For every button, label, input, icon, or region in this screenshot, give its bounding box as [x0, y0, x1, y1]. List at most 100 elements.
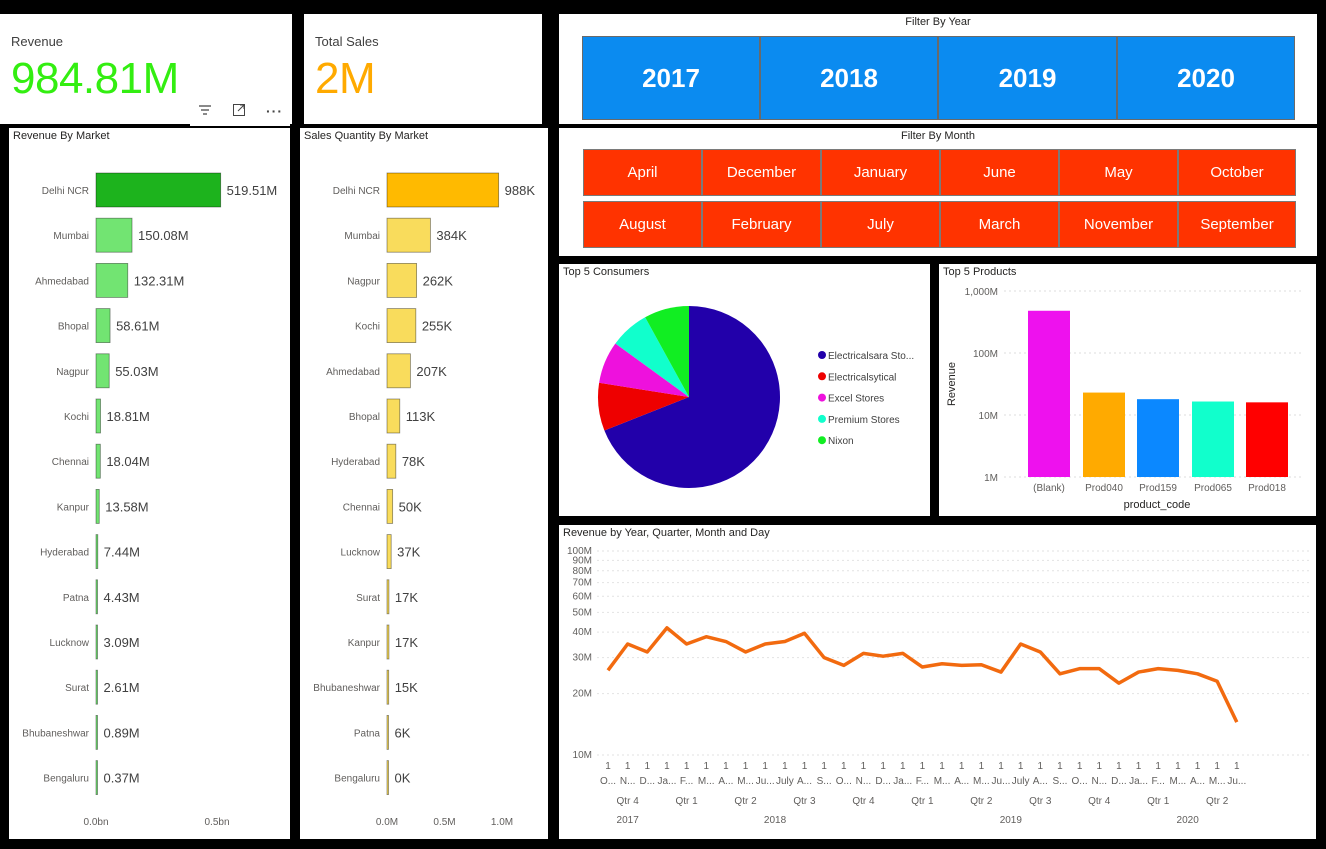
day-tick-label: 1: [1096, 761, 1102, 772]
y-tick-label: 40M: [573, 627, 592, 638]
bar: [95, 760, 98, 795]
month-tick-label: M...: [1209, 776, 1226, 787]
bar-category-label: Ahmedabad: [35, 276, 89, 287]
total-sales-label: Total Sales: [315, 34, 379, 49]
y-tick-label: 20M: [573, 689, 592, 700]
focus-mode-icon[interactable]: [232, 103, 246, 120]
bar-category-label: Nagpur: [347, 276, 380, 287]
month-tick-label: D...: [875, 776, 891, 787]
bar-data-label: 0K: [395, 771, 411, 786]
quarter-tick-label: Qtr 1: [911, 796, 934, 807]
top5-products-panel[interactable]: Top 5 Products 1M 10M 100M 1,000M (Blank) Pro…: [939, 264, 1316, 516]
bar-data-label: 18.04M: [106, 454, 149, 469]
y-axis-title: Revenue: [946, 362, 958, 406]
bar-data-label: 988K: [505, 183, 536, 198]
bar: [386, 760, 389, 795]
month-button-april[interactable]: April: [583, 149, 702, 196]
legend-label: Premium Stores: [828, 415, 900, 426]
bar-category-label: Lucknow: [50, 638, 90, 649]
bar: [95, 308, 111, 344]
legend-label: Electricalsara Sto...: [828, 351, 914, 362]
day-tick-label: 1: [979, 761, 985, 772]
bar-category-label: Nagpur: [56, 367, 89, 378]
bar: [95, 579, 98, 615]
month-button-january[interactable]: January: [821, 149, 940, 196]
day-tick-label: 1: [1018, 761, 1024, 772]
day-tick-label: 1: [703, 761, 709, 772]
x-tick-label: Prod159: [1139, 483, 1177, 494]
bar: [386, 488, 394, 524]
month-tick-label: M...: [973, 776, 990, 787]
filter-by-year-title: Filter By Year: [905, 16, 971, 28]
year-button-2018[interactable]: 2018: [760, 36, 938, 120]
month-tick-label: N...: [620, 776, 636, 787]
y-tick-label: 100M: [567, 546, 592, 557]
bar-category-label: Bhubaneshwar: [313, 683, 380, 694]
month-tick-label: M...: [698, 776, 715, 787]
bar-data-label: 18.81M: [107, 409, 150, 424]
bar-data-label: 132.31M: [134, 273, 185, 288]
bar-category-label: Chennai: [52, 457, 89, 468]
month-button-july[interactable]: July: [821, 201, 940, 248]
revenue-label: Revenue: [11, 34, 64, 49]
bar-category-label: Kochi: [355, 322, 380, 333]
x-axis-title: product_code: [1124, 499, 1191, 511]
pie-slice-electricalsytical: [598, 382, 689, 431]
bar-data-label: 150.08M: [138, 228, 189, 243]
bar-data-label: 262K: [423, 273, 454, 288]
bar: [386, 534, 392, 570]
sales-quantity-by-market-panel[interactable]: Sales Quantity By Market Delhi NCR 988K Mu…: [300, 128, 548, 839]
month-button-september[interactable]: September: [1178, 201, 1296, 248]
bar-category-label: Delhi NCR: [333, 186, 380, 197]
year-button-2017[interactable]: 2017: [582, 36, 760, 120]
day-tick-label: 1: [684, 761, 690, 772]
top5-products-title: Top 5 Products: [943, 266, 1017, 278]
revenue-by-period-panel[interactable]: Revenue by Year, Quarter, Month and Day …: [559, 525, 1316, 839]
year-button-2019[interactable]: 2019: [938, 36, 1117, 120]
month-button-february[interactable]: February: [702, 201, 821, 248]
month-tick-label: O...: [600, 776, 616, 787]
filter-icon[interactable]: [198, 103, 212, 120]
quarter-tick-label: Qtr 3: [793, 796, 816, 807]
legend-label: Electricalsytical: [828, 372, 896, 383]
month-tick-label: A...: [1033, 776, 1048, 787]
top5-consumers-panel[interactable]: Top 5 Consumers Electricalsara Sto... Ele…: [559, 264, 930, 516]
month-button-may[interactable]: May: [1059, 149, 1178, 196]
month-button-november[interactable]: November: [1059, 201, 1178, 248]
bar-category-label: Bengaluru: [43, 774, 89, 785]
bar: [386, 443, 397, 479]
year-button-2020[interactable]: 2020: [1117, 36, 1295, 120]
day-tick-label: 1: [1175, 761, 1181, 772]
bar: [95, 624, 98, 660]
bar-data-label: 0.37M: [104, 771, 140, 786]
month-button-december[interactable]: December: [702, 149, 821, 196]
month-tick-label: F...: [916, 776, 929, 787]
revenue-by-market-panel[interactable]: Revenue By Market Delhi NCR 519.51M Mumbai…: [9, 128, 290, 839]
revenue-card[interactable]: Revenue 984.81M: [0, 14, 292, 124]
month-tick-label: Ja...: [893, 776, 912, 787]
day-tick-label: 1: [1057, 761, 1063, 772]
day-tick-label: 1: [900, 761, 906, 772]
month-button-august[interactable]: August: [583, 201, 702, 248]
month-tick-label: S...: [817, 776, 832, 787]
top5-consumers-chart: Electricalsara Sto... Electricalsytical Ex…: [598, 306, 914, 488]
month-tick-label: Ja...: [657, 776, 676, 787]
bar-category-label: Mumbai: [53, 231, 89, 242]
total-sales-value: 2M: [315, 54, 376, 103]
legend-marker: [818, 393, 826, 402]
y-tick-label: 70M: [573, 578, 592, 589]
more-options-icon[interactable]: ···: [266, 103, 283, 119]
bar-data-label: 58.61M: [116, 319, 159, 334]
month-button-june[interactable]: June: [940, 149, 1059, 196]
day-tick-label: 1: [664, 761, 670, 772]
total-sales-card[interactable]: Total Sales 2M: [304, 14, 542, 124]
month-button-october[interactable]: October: [1178, 149, 1296, 196]
bar-data-label: 15K: [395, 680, 418, 695]
day-tick-label: 1: [880, 761, 886, 772]
bar: [1192, 401, 1234, 477]
day-tick-label: 1: [939, 761, 945, 772]
month-tick-label: July: [776, 776, 794, 787]
month-button-march[interactable]: March: [940, 201, 1059, 248]
day-tick-label: 1: [762, 761, 768, 772]
bar-category-label: Kochi: [64, 412, 89, 423]
